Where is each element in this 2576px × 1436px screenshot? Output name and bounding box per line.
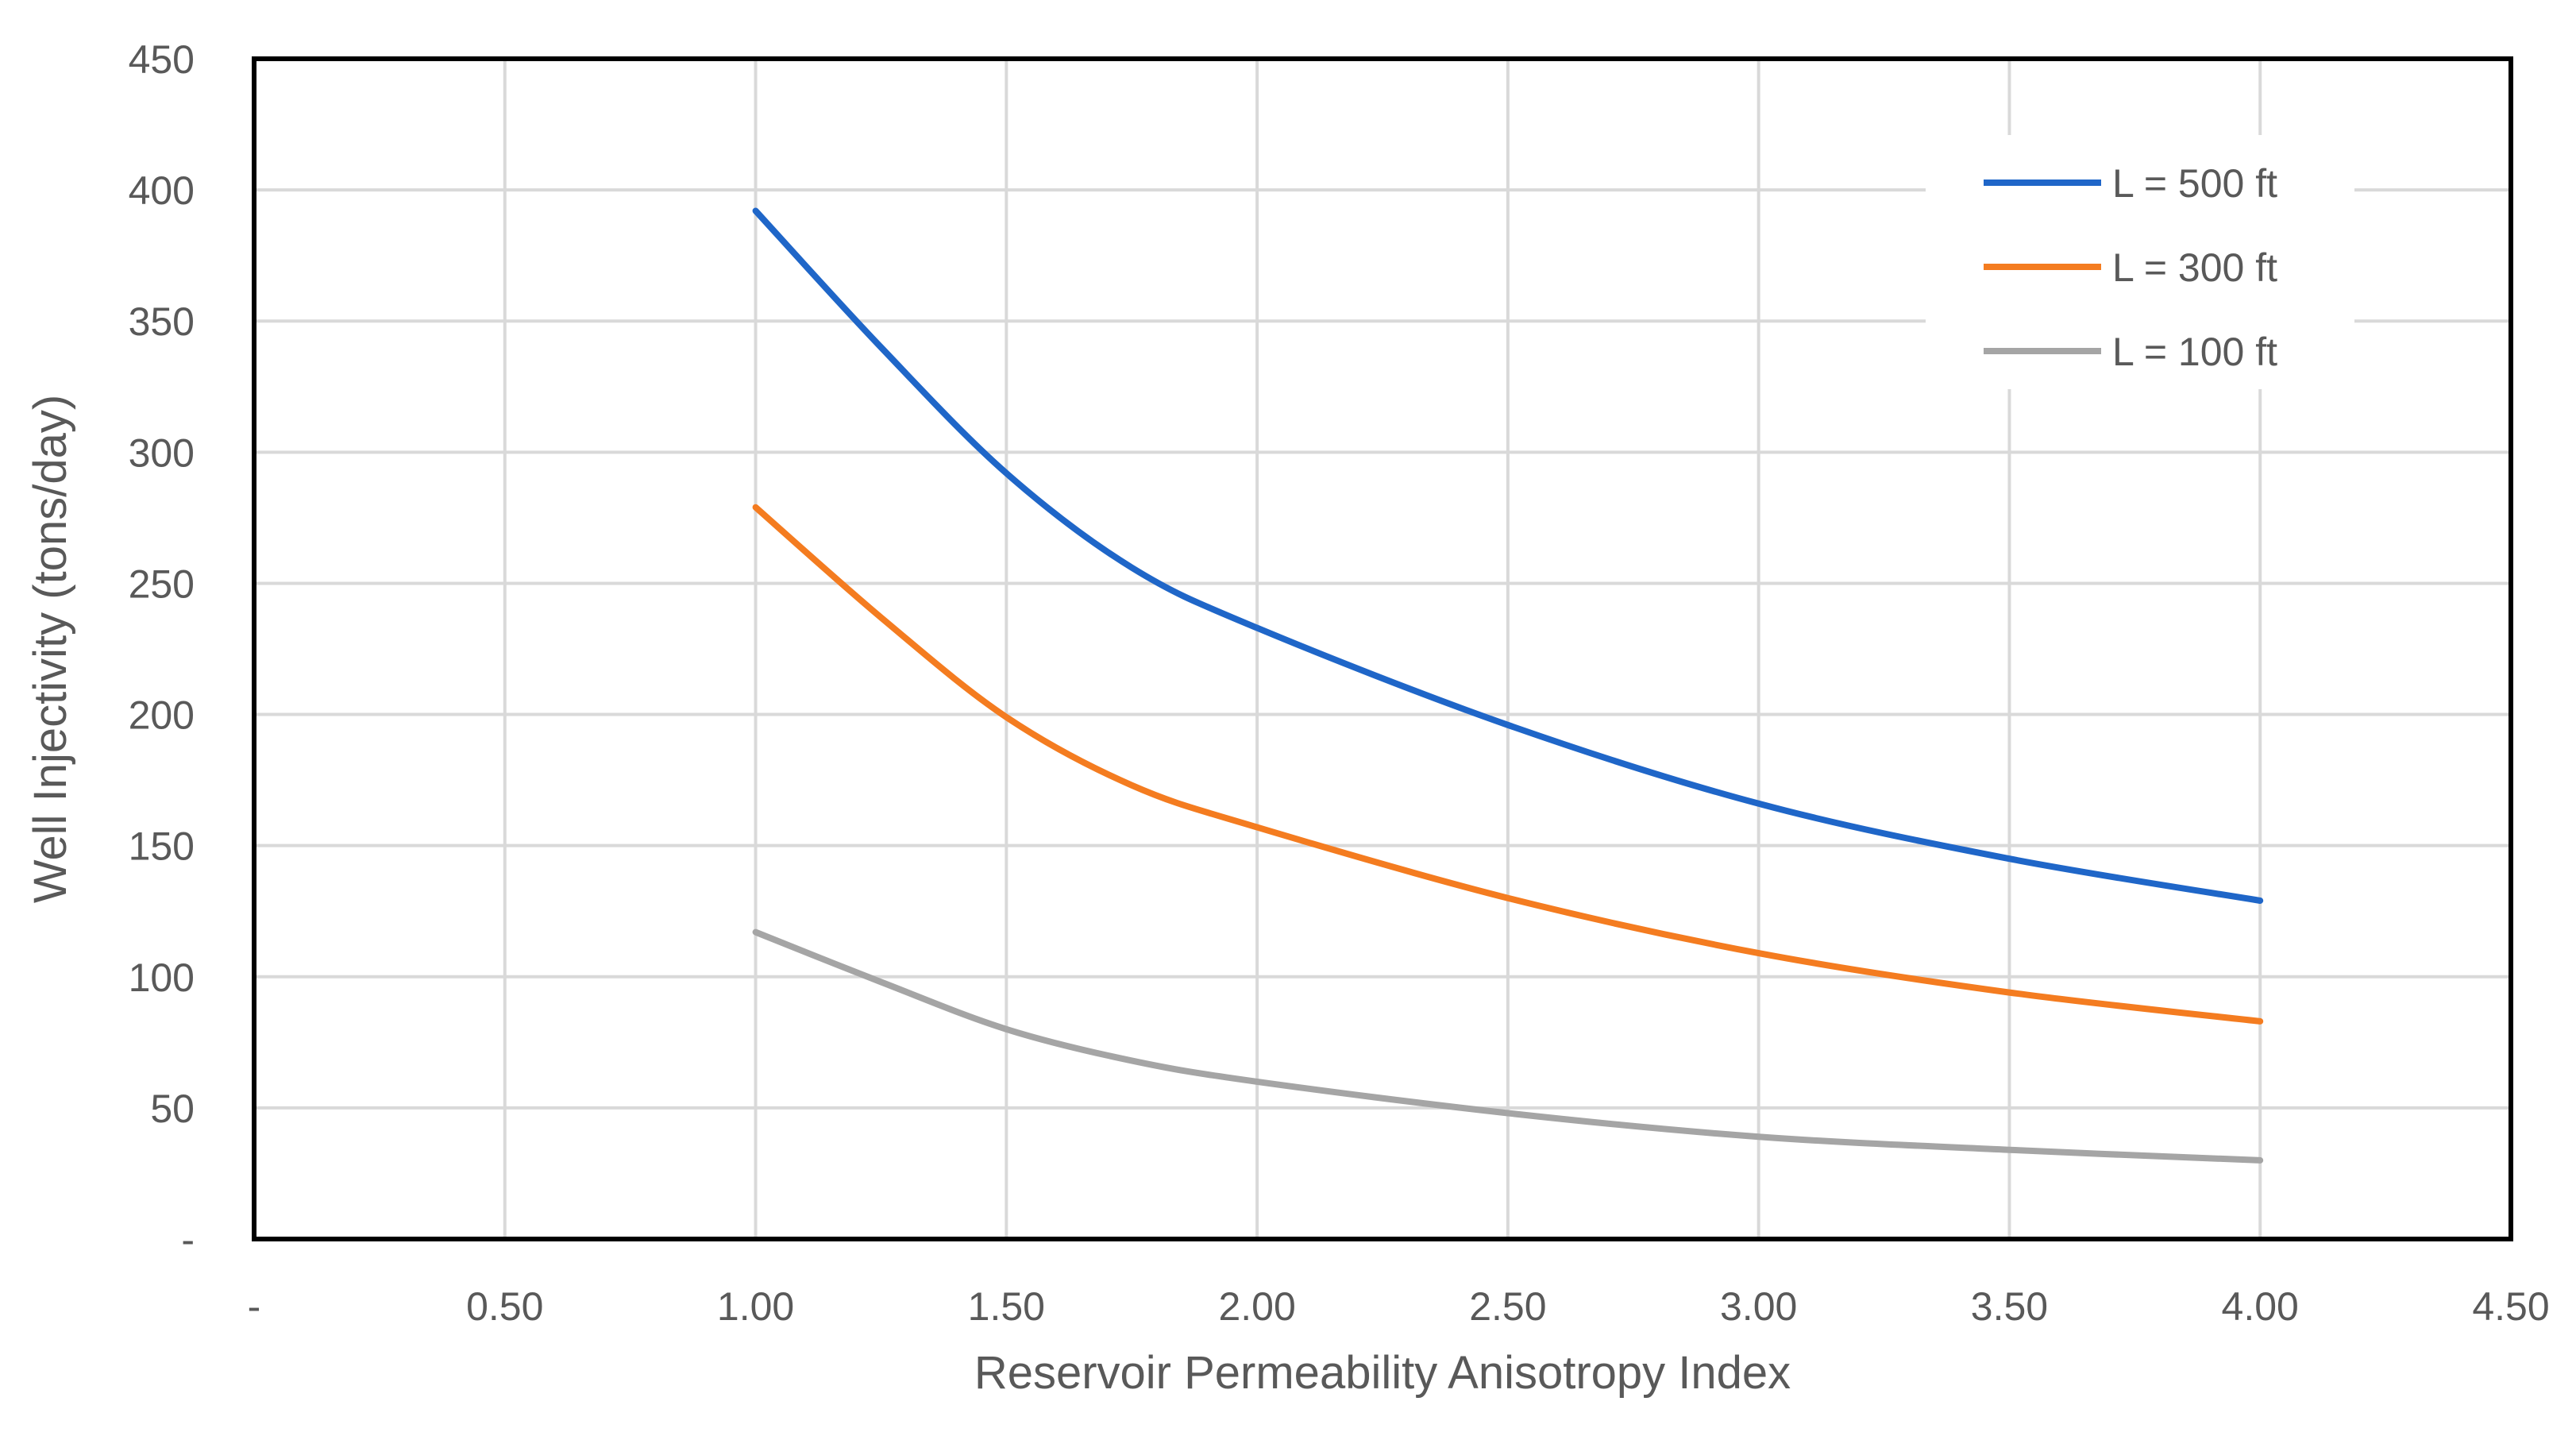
legend-label: L = 500 ft (2112, 161, 2277, 206)
y-tick-label: 300 (129, 430, 195, 475)
x-tick-label: 2.00 (1218, 1284, 1295, 1329)
legend-label: L = 300 ft (2112, 245, 2277, 290)
series-line-3 (752, 928, 2264, 1164)
x-tick-label: 4.00 (2222, 1284, 2299, 1329)
plot-area-border (252, 56, 2513, 1241)
x-axis-title: Reservoir Permeability Anisotropy Index (974, 1347, 1791, 1399)
x-axis-ticks: - 0.50 1.00 1.50 2.00 2.50 3.00 3.50 4.00 4.50 (248, 1284, 2550, 1329)
x-tick-label: 3.00 (1720, 1284, 1797, 1329)
y-tick-label: 200 (129, 693, 195, 738)
x-tick-label: 2.50 (1469, 1284, 1546, 1329)
y-tick-label: 50 (150, 1087, 195, 1131)
y-tick-label: 250 (129, 562, 195, 606)
y-tick-label: 100 (129, 955, 195, 1000)
y-tick-label: 450 (129, 37, 195, 82)
legend: L = 500 ft L = 300 ft L = 100 ft (1926, 135, 2354, 389)
y-tick-label: 150 (129, 824, 195, 869)
x-tick-label: 1.50 (968, 1284, 1045, 1329)
x-tick-label: 0.50 (466, 1284, 543, 1329)
series-line-1 (752, 207, 2264, 904)
y-axis-title: Well Injectivity (tons/day) (25, 395, 76, 903)
x-tick-label: - (248, 1284, 261, 1329)
x-tick-label: 3.50 (1971, 1284, 2048, 1329)
y-axis-ticks: - 50 100 150 200 250 300 350 400 450 (129, 37, 195, 1262)
legend-box (1926, 135, 2354, 389)
x-tick-label: 4.50 (2472, 1284, 2549, 1329)
series-lines (752, 207, 2264, 1164)
y-tick-label: 350 (129, 299, 195, 344)
legend-label: L = 100 ft (2112, 330, 2277, 374)
y-tick-label: 400 (129, 168, 195, 213)
x-tick-label: 1.00 (717, 1284, 794, 1329)
y-tick-label: - (181, 1218, 195, 1262)
series-line-2 (752, 504, 2264, 1025)
